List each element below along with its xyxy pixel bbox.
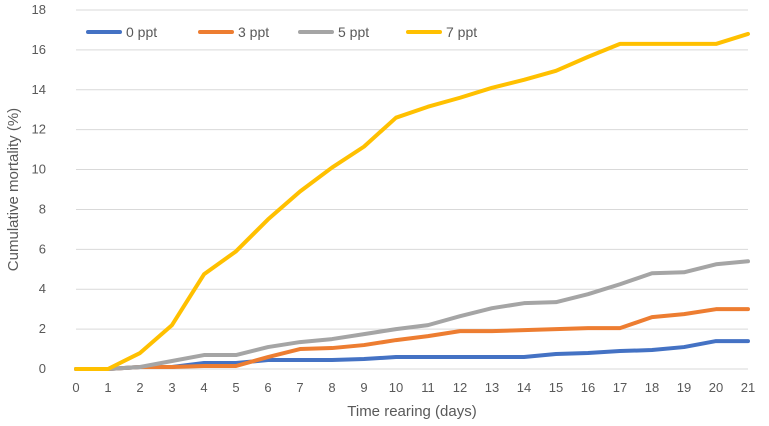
x-tick-label: 15: [549, 380, 563, 395]
x-tick-label: 18: [645, 380, 659, 395]
x-tick-label: 2: [136, 380, 143, 395]
x-tick-label: 4: [200, 380, 207, 395]
y-tick-label: 16: [32, 42, 46, 57]
x-tick-label: 3: [168, 380, 175, 395]
y-tick-label: 8: [39, 201, 46, 216]
y-tick-label: 14: [32, 82, 46, 97]
y-tick-label: 6: [39, 241, 46, 256]
x-tick-label: 6: [264, 380, 271, 395]
y-tick-label: 2: [39, 321, 46, 336]
x-tick-label: 12: [453, 380, 467, 395]
x-axis-title: Time rearing (days): [347, 403, 476, 420]
x-tick-label: 9: [360, 380, 367, 395]
x-tick-label: 14: [517, 380, 531, 395]
x-tick-label: 21: [741, 380, 755, 395]
data-series: [74, 31, 750, 371]
gridlines: [76, 9, 748, 370]
x-tick-label: 20: [709, 380, 723, 395]
series-line-0-ppt: [74, 339, 750, 371]
y-tick-label: 12: [32, 122, 46, 137]
y-tick-label: 0: [39, 361, 46, 376]
x-tick-label: 17: [613, 380, 627, 395]
y-tick-label: 4: [39, 281, 46, 296]
x-tick-label: 1: [104, 380, 111, 395]
legend-label: 3 ppt: [238, 24, 269, 40]
x-tick-label: 7: [296, 380, 303, 395]
y-tick-label: 10: [32, 162, 46, 177]
series-line-3-ppt: [74, 307, 750, 371]
legend-label: 0 ppt: [126, 24, 157, 40]
x-tick-label: 0: [72, 380, 79, 395]
x-tick-label: 16: [581, 380, 595, 395]
legend-label: 5 ppt: [338, 24, 369, 40]
x-tick-label: 10: [389, 380, 403, 395]
x-tick-label: 13: [485, 380, 499, 395]
x-tick-label: 8: [328, 380, 335, 395]
x-tick-label: 5: [232, 380, 239, 395]
y-tick-label: 18: [32, 2, 46, 17]
legend: 0 ppt 3 ppt 5 ppt 7 ppt: [86, 24, 477, 40]
series-line-5-ppt: [74, 259, 750, 371]
legend-label: 7 ppt: [446, 24, 477, 40]
x-tick-label: 11: [421, 380, 435, 395]
series-line-7-ppt: [74, 31, 750, 371]
x-tick-label: 19: [677, 380, 691, 395]
y-axis-title: Cumulative mortality (%): [5, 108, 22, 271]
